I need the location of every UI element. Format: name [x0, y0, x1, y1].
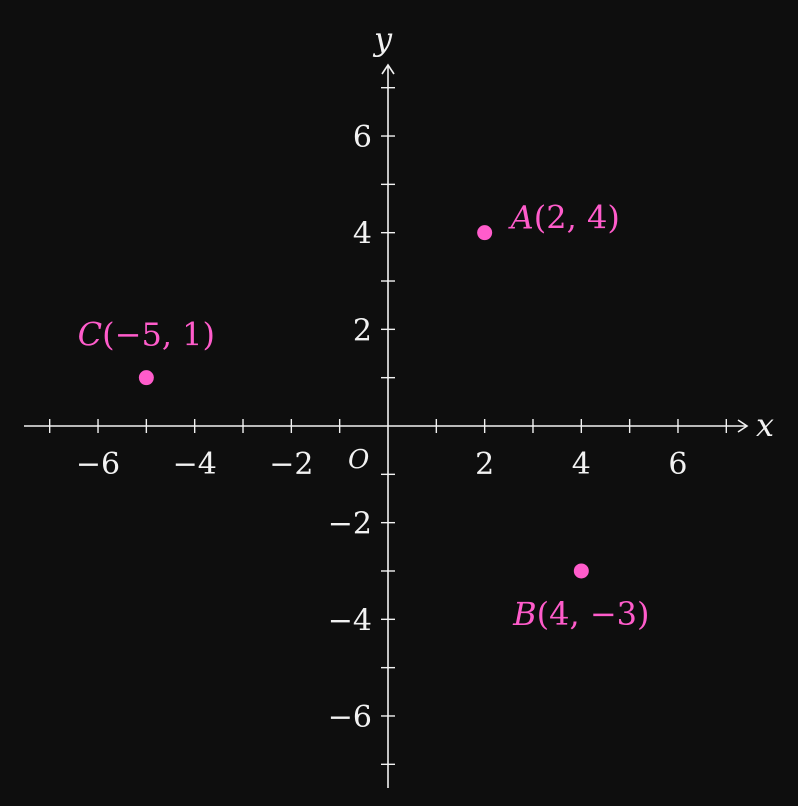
x-axis-arrowhead — [737, 419, 749, 433]
y-tick-label: 4 — [353, 217, 372, 252]
plotted-points: A(2, 4) B(4, −3) C(−5, 1) — [78, 199, 650, 633]
x-tick-label: 4 — [572, 447, 591, 482]
point-coordinates: (4, −3) — [537, 595, 650, 633]
y-tick-label: −4 — [328, 603, 372, 638]
point-b — [573, 563, 589, 579]
point-coordinates: (2, 4) — [534, 199, 620, 237]
axes: x y O — [24, 20, 774, 788]
axis-ticks: −6 −4 −2 2 4 6 6 4 2 −2 −4 −6 — [48, 86, 728, 766]
point-a-label: A(2, 4) — [508, 199, 620, 237]
point-coordinates: (−5, 1) — [102, 316, 215, 354]
x-axis-label: x — [756, 406, 774, 444]
origin-label: O — [348, 445, 369, 475]
y-axis-arrowhead — [381, 63, 395, 75]
y-tick-label: 6 — [353, 120, 372, 155]
x-tick-label: 6 — [668, 447, 687, 482]
point-c — [138, 370, 154, 386]
y-tick-label: −2 — [328, 507, 372, 542]
point-c-label: C(−5, 1) — [78, 316, 215, 354]
y-tick-label: −6 — [328, 700, 372, 735]
point-name: C — [78, 316, 102, 354]
point-name: B — [512, 595, 537, 633]
point-name: A — [508, 199, 534, 237]
y-axis-label: y — [372, 20, 393, 58]
x-tick-label: −4 — [173, 447, 217, 482]
x-tick-label: −2 — [269, 447, 313, 482]
point-b-label: B(4, −3) — [512, 595, 649, 633]
point-a — [477, 225, 493, 241]
y-tick-label: 2 — [353, 313, 372, 348]
x-tick-label: −6 — [76, 447, 120, 482]
x-tick-label: 2 — [475, 447, 494, 482]
